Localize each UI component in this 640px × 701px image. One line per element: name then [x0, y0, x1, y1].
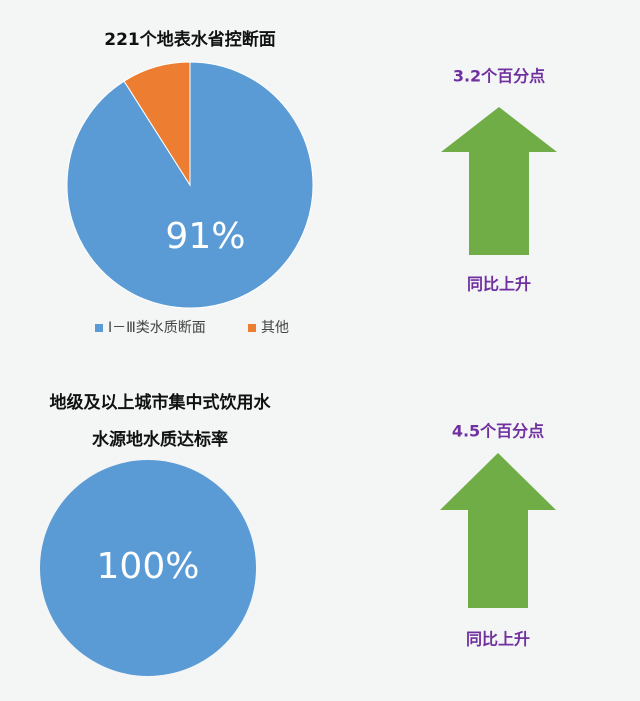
annotation: 同比上升 [467, 275, 531, 294]
value-label: 91% [165, 216, 245, 257]
chart-title: 221个地表水省控断面 [104, 29, 276, 50]
up-arrow [441, 107, 557, 255]
chart-title: 水源地水质达标率 [92, 429, 228, 450]
value-label: 100% [97, 546, 200, 587]
legend-swatch [95, 324, 103, 332]
pie-slice [40, 460, 256, 676]
pie-slice [123, 61, 191, 187]
annotation: 同比上升 [466, 630, 530, 649]
legend-label: Ⅰ－Ⅲ类水质断面 [108, 320, 206, 336]
annotation: 4.5个百分点 [452, 422, 544, 441]
legend-label: 其他 [261, 320, 289, 336]
up-arrow [440, 453, 556, 608]
legend-swatch [248, 324, 256, 332]
annotation: 3.2个百分点 [453, 67, 545, 86]
chart-title: 地级及以上城市集中式饮用水 [50, 392, 272, 413]
